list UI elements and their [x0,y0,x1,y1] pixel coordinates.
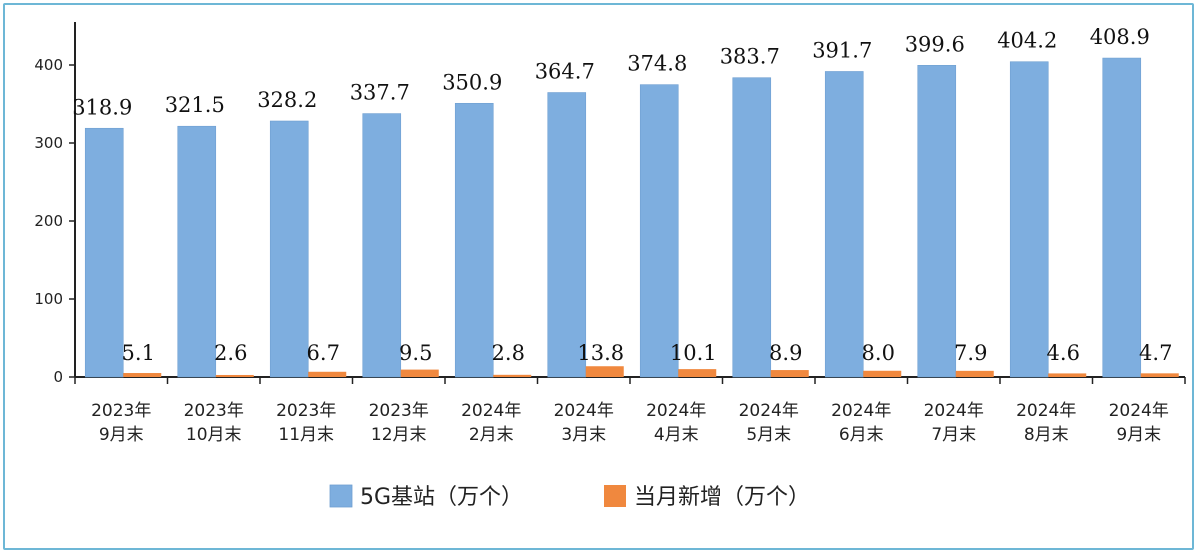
bar-monthly-new [678,369,717,377]
x-tick-label-month: 7月末 [931,425,976,445]
x-tick-label-month: 9月末 [1116,425,1161,445]
bar-monthly-new [955,370,994,377]
bar-5g-base-stations [639,84,679,378]
legend-label-5g-base-stations: 5G基站（万个） [360,485,523,510]
bar-5g-base-stations [269,120,309,378]
data-label-monthly-new: 4.6 [1047,341,1080,365]
x-tick-label-month: 11月末 [278,425,334,445]
x-tick-label-year: 2023年 [184,401,244,421]
x-tick-label-year: 2024年 [1016,401,1076,421]
x-tick-label-month: 10月末 [186,425,242,445]
data-label-monthly-new: 2.8 [492,341,525,365]
x-tick-label-month: 3月末 [561,425,606,445]
legend-label-monthly-new: 当月新增（万个） [634,485,810,510]
bar-monthly-new [1140,373,1179,377]
data-label-5g-base-stations: 408.9 [1090,25,1150,49]
bar-5g-base-stations [732,77,772,378]
y-tick-label: 200 [34,212,63,230]
bar-5g-base-stations [1102,57,1142,378]
x-tick-label-month: 12月末 [371,425,427,445]
x-tick-label-year: 2024年 [1109,401,1169,421]
bar-5g-base-stations [917,65,957,378]
x-tick-label-year: 2023年 [276,401,336,421]
x-tick-label-year: 2023年 [369,401,429,421]
data-label-monthly-new: 6.7 [307,341,340,365]
data-label-monthly-new: 4.7 [1139,341,1172,365]
x-tick-label-year: 2024年 [461,401,521,421]
bar-monthly-new [493,374,532,377]
y-tick-label: 100 [34,290,63,308]
bar-5g-base-stations [362,113,402,378]
bar-5g-base-stations [824,71,864,378]
y-tick-label: 400 [34,56,63,74]
bar-5g-base-stations [1009,61,1049,378]
bar-5g-base-stations [177,125,217,378]
bar-monthly-new [770,370,809,377]
data-label-monthly-new: 7.9 [954,341,987,365]
legend-swatch-5g-base-stations [329,484,353,508]
x-tick-label-year: 2024年 [739,401,799,421]
data-label-5g-base-stations: 364.7 [535,60,595,84]
data-label-5g-base-stations: 404.2 [997,29,1057,53]
bar-5g-base-stations [547,92,587,378]
data-label-5g-base-stations: 374.8 [627,52,687,76]
x-tick-label-year: 2024年 [924,401,984,421]
x-tick-label-year: 2024年 [831,401,891,421]
bar-monthly-new [308,371,347,377]
bar-monthly-new [863,370,902,377]
bar-5g-base-stations [84,127,124,378]
data-label-5g-base-stations: 318.9 [72,95,132,119]
data-label-5g-base-stations: 391.7 [812,38,872,62]
data-label-5g-base-stations: 321.5 [165,93,225,117]
x-tick-label-month: 8月末 [1024,425,1069,445]
data-label-5g-base-stations: 328.2 [257,88,317,112]
data-label-monthly-new: 10.1 [670,341,717,365]
data-label-monthly-new: 8.0 [862,341,895,365]
data-label-monthly-new: 8.9 [769,341,802,365]
bar-monthly-new [400,369,439,377]
bar-5g-base-stations [454,102,494,378]
bar-monthly-new [123,373,162,377]
y-tick-label: 0 [53,368,63,386]
x-tick-label-year: 2024年 [646,401,706,421]
data-label-monthly-new: 2.6 [214,341,247,365]
legend-swatch-monthly-new [604,485,626,507]
x-tick-label-month: 9月末 [99,425,144,445]
data-label-5g-base-stations: 337.7 [350,81,410,105]
y-tick-label: 300 [34,134,63,152]
data-label-5g-base-stations: 383.7 [720,45,780,69]
data-label-monthly-new: 13.8 [577,341,624,365]
x-tick-label-year: 2023年 [91,401,151,421]
data-label-monthly-new: 5.1 [122,341,155,365]
x-tick-label-month: 6月末 [839,425,884,445]
bar-monthly-new [215,374,254,377]
bar-monthly-new [585,366,624,377]
x-tick-label-month: 2月末 [469,425,514,445]
x-tick-label-month: 5月末 [746,425,791,445]
x-tick-label-year: 2024年 [554,401,614,421]
data-label-5g-base-stations: 399.6 [905,32,965,56]
data-label-monthly-new: 9.5 [399,341,432,365]
data-label-5g-base-stations: 350.9 [442,70,502,94]
x-tick-label-month: 4月末 [654,425,699,445]
bar-monthly-new [1048,373,1087,377]
